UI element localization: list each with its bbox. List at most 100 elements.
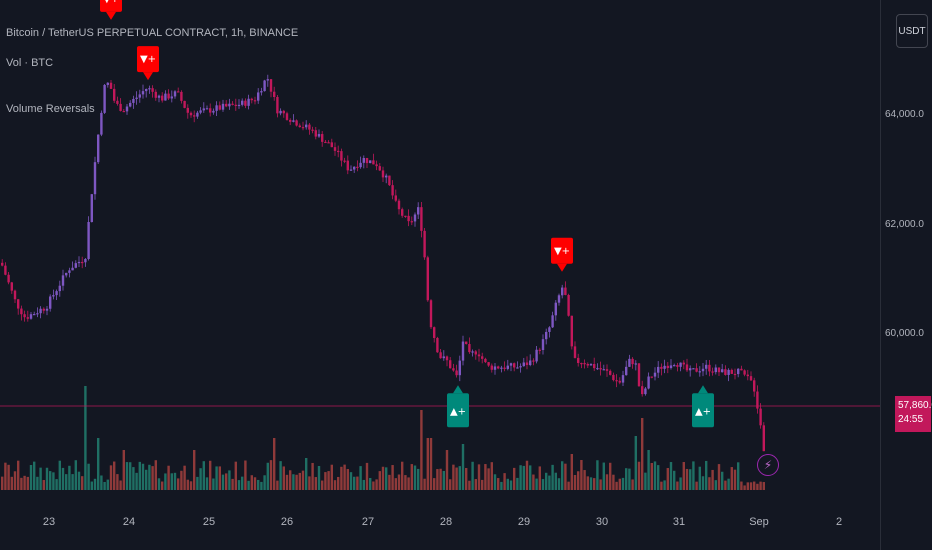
volume-bar [317, 465, 321, 490]
candle [10, 282, 13, 291]
candle [509, 363, 513, 366]
candle [538, 349, 541, 351]
volume-bar [260, 481, 263, 490]
volume-bar [314, 477, 317, 490]
volume-bar [106, 479, 109, 490]
volume-bar [257, 479, 260, 490]
candle [276, 96, 279, 114]
volume-bar [615, 481, 618, 490]
volume-bar [10, 476, 13, 490]
price-chart[interactable]: ▼+ ▼+ ▼+ ▲+ ▲+ [0, 0, 880, 550]
volume-bar [637, 461, 641, 490]
bearish-reversal-marker[interactable]: ▼+ [551, 237, 573, 272]
volume-bar [116, 474, 119, 490]
candle [250, 98, 253, 101]
volume-bar [33, 461, 36, 490]
currency-button[interactable]: USDT [896, 14, 928, 48]
candle [497, 366, 500, 369]
bullish-reversal-marker[interactable]: ▲+ [692, 385, 714, 428]
indicator-legend[interactable]: Volume Reversals [6, 103, 95, 115]
candle [362, 158, 365, 163]
candle [621, 375, 625, 383]
volume-bar [628, 468, 631, 490]
bearish-reversal-marker[interactable]: ▼+ [100, 0, 122, 20]
candle [327, 142, 330, 144]
volume-bar [372, 481, 375, 490]
volume-bar [212, 478, 215, 490]
chart-title[interactable]: Bitcoin / TetherUS PERPETUAL CONTRACT, 1… [6, 27, 299, 39]
candle [52, 295, 55, 297]
volume-bar [193, 450, 196, 490]
candle [324, 141, 327, 144]
candle [490, 365, 493, 370]
bullish-reversal-marker[interactable]: ▲+ [447, 385, 469, 428]
volume-bar [45, 467, 49, 490]
candle [49, 296, 52, 309]
candle [650, 376, 653, 378]
signal-label: ▼+ [140, 54, 156, 65]
volume-bar [321, 480, 324, 490]
volume-bar [305, 458, 308, 490]
candle [471, 351, 474, 353]
volume-bar [570, 454, 573, 490]
candle [183, 100, 186, 108]
volume-bar [461, 444, 465, 490]
volume-bar [301, 470, 305, 490]
volume-bar [663, 480, 666, 490]
volume-bar [740, 481, 743, 490]
candle [561, 287, 564, 296]
candle [445, 356, 449, 361]
volume-bar [426, 438, 429, 490]
volume-bar [522, 465, 525, 490]
volume-bar [746, 482, 749, 490]
price-axis[interactable]: 60,000.0 62,000.0 64,000.0 [880, 0, 932, 550]
candle [513, 363, 516, 368]
candle [202, 108, 205, 111]
current-price-value: 57,860.0 [898, 400, 932, 411]
candle [305, 124, 308, 128]
candle [481, 356, 484, 359]
volume-bar [375, 479, 378, 490]
volume-bar [548, 475, 551, 490]
volume-bar [583, 470, 586, 490]
volume-bar [231, 478, 234, 490]
volume-bar [145, 469, 148, 490]
bearish-reversal-marker[interactable]: ▼+ [137, 46, 159, 81]
volume-bar [97, 438, 100, 490]
candle [20, 308, 23, 315]
candle [84, 258, 87, 263]
candle [157, 95, 161, 98]
volume-legend[interactable]: Vol · BTC [6, 57, 54, 69]
volume-bar [148, 464, 151, 490]
candle [484, 358, 487, 363]
candle [487, 362, 490, 366]
volume-bar [61, 467, 65, 490]
candle [260, 91, 263, 93]
candle [231, 103, 234, 105]
volume-bar [474, 479, 477, 490]
volume-bar [4, 462, 7, 490]
candle [81, 261, 84, 264]
candle [564, 287, 567, 295]
volume-bar [388, 474, 391, 490]
candle [100, 112, 103, 135]
volume-bar [493, 474, 497, 490]
lightning-icon[interactable]: ⚡ [757, 454, 779, 476]
volume-bar [506, 478, 509, 490]
volume-bar [625, 468, 628, 490]
volume-bar [154, 460, 157, 490]
current-price-badge: 57,860.0 24:55 [895, 396, 932, 432]
candle [65, 272, 68, 276]
candle [282, 110, 285, 114]
candle [90, 194, 93, 222]
candle [673, 365, 676, 367]
volume-bar [282, 466, 285, 490]
candle [186, 107, 189, 113]
volume-bar [602, 462, 605, 490]
volume-bar [753, 481, 756, 490]
candle [727, 369, 730, 375]
volume-bar [458, 466, 461, 490]
date-tick-label: 23 [42, 516, 56, 528]
volume-bar [404, 475, 407, 490]
candle [173, 91, 177, 97]
